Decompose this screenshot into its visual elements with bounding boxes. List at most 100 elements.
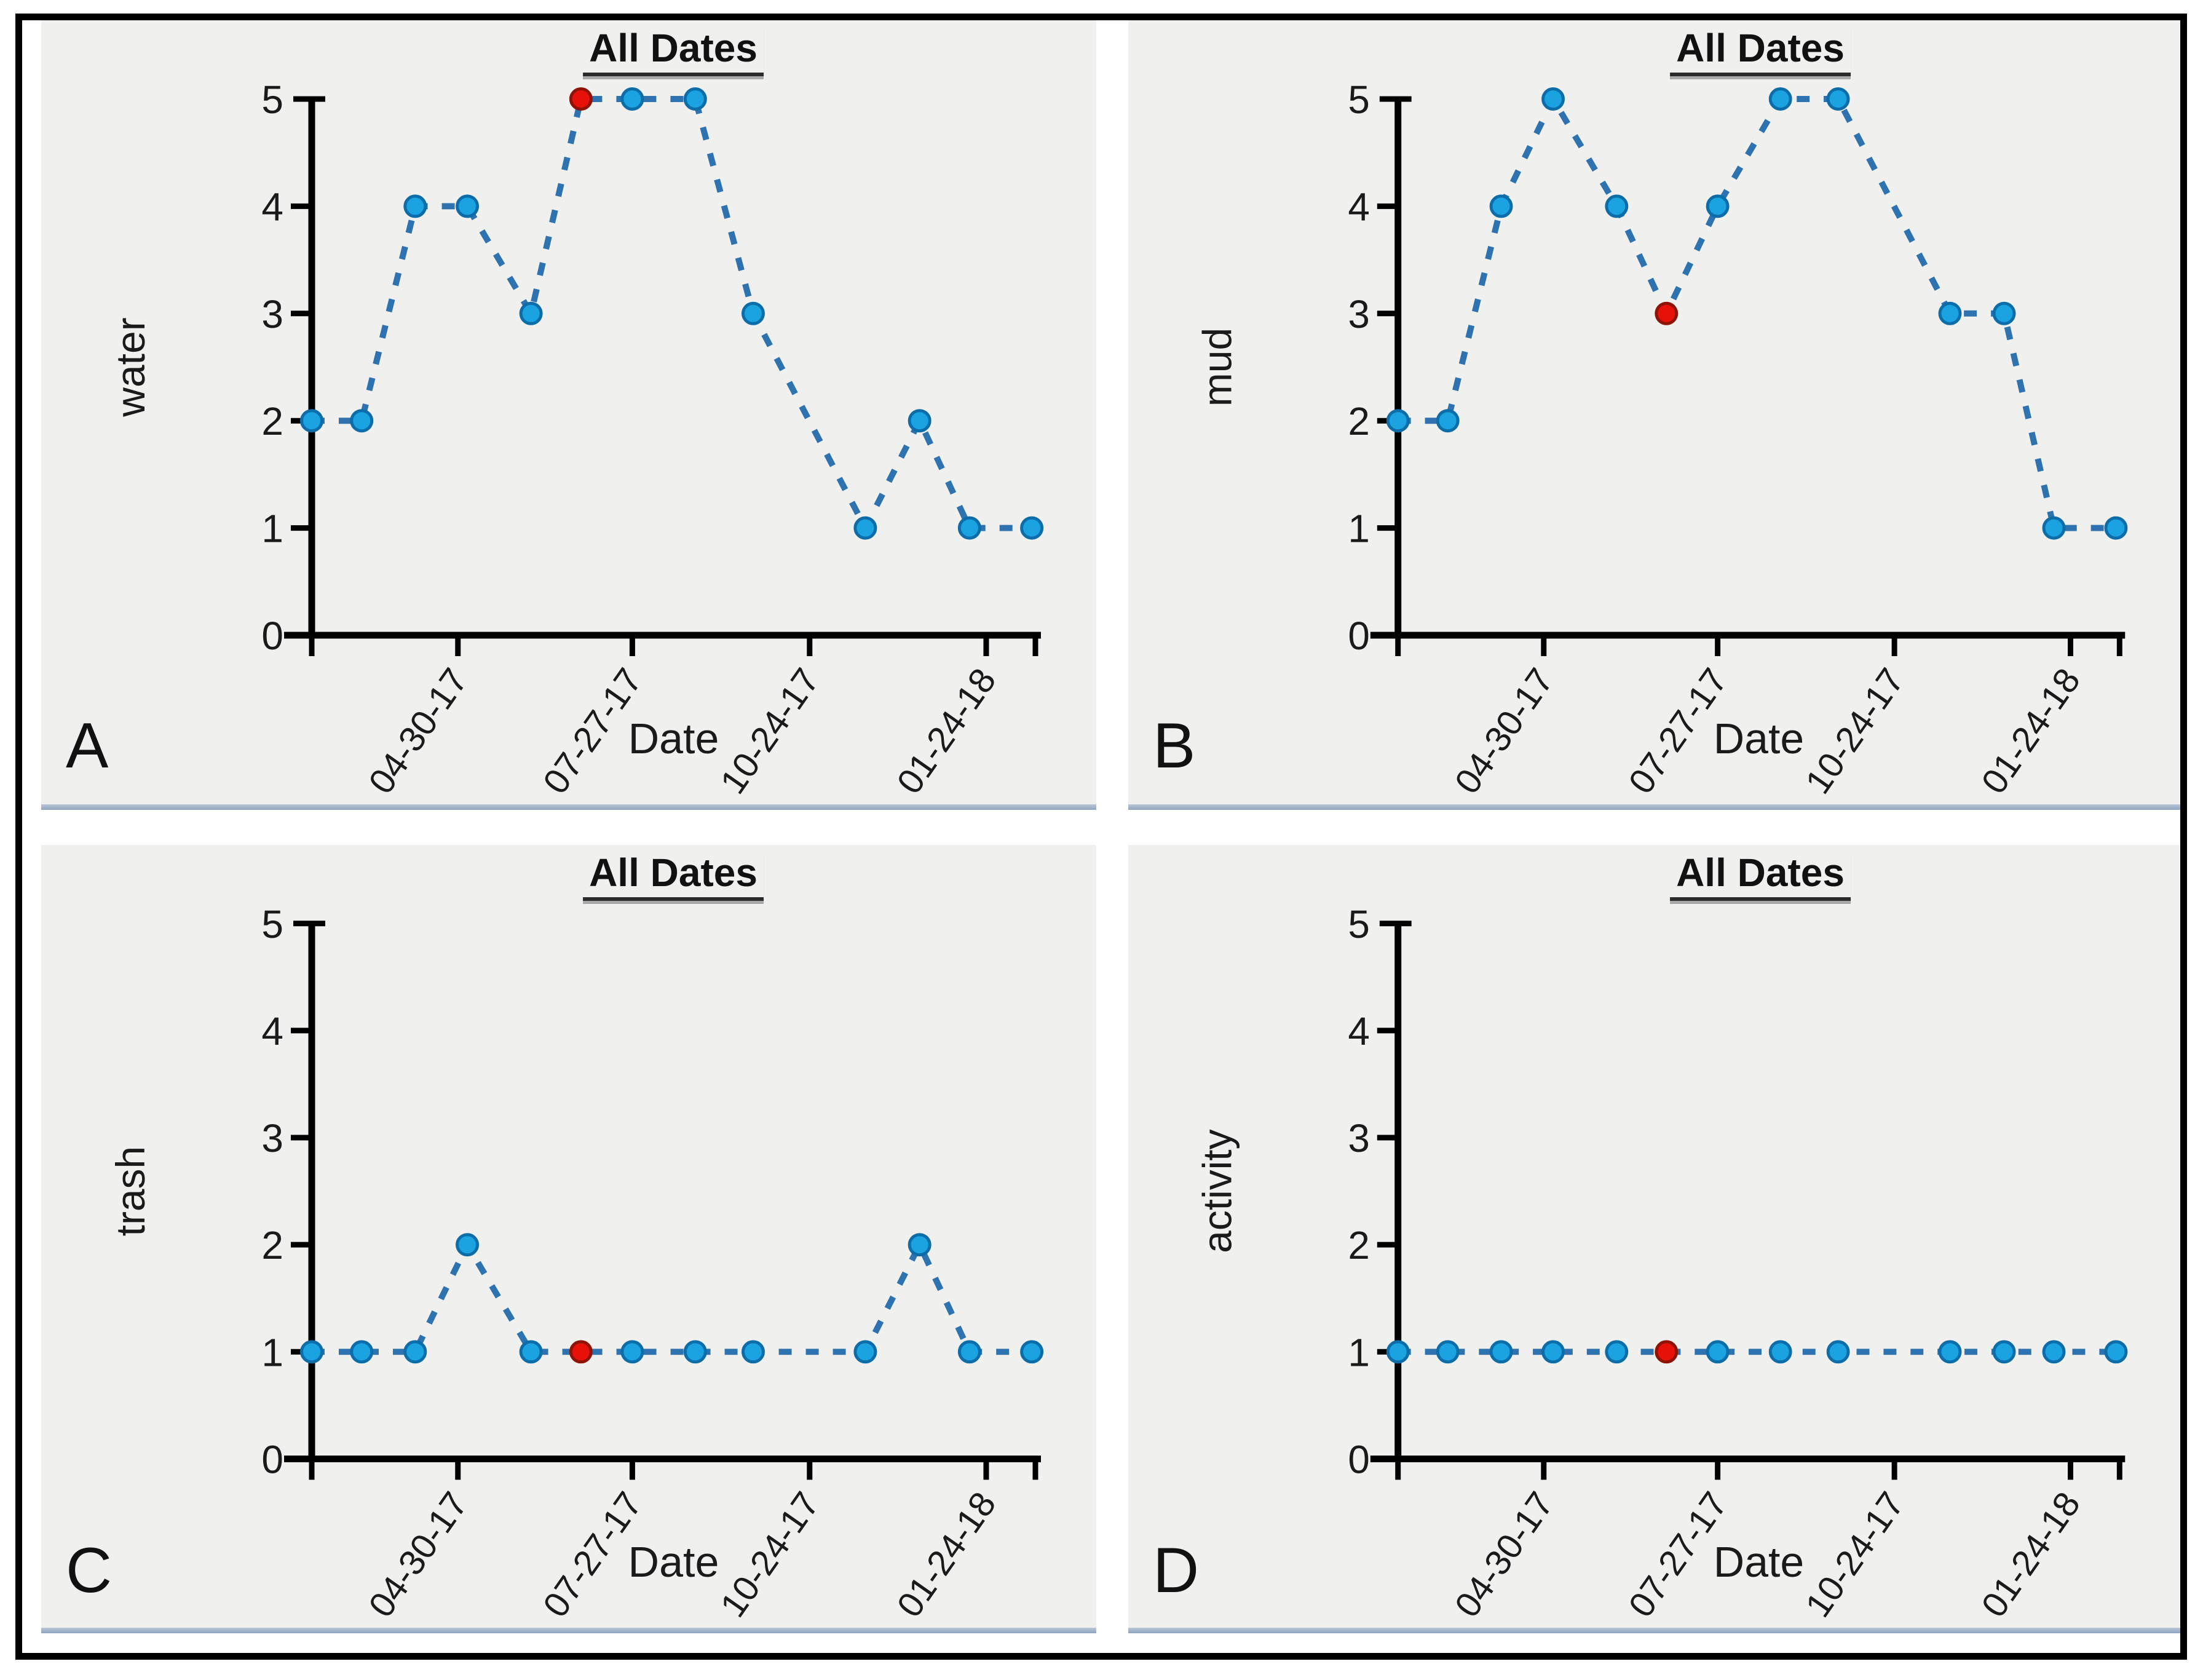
y-tick-label: 1 [261,1330,283,1374]
y-tick-label: 5 [1348,902,1369,946]
x-axis-label: Date [1714,1538,1804,1586]
data-point [741,1340,765,1364]
data-point [908,409,931,433]
y-tick-label: 1 [1348,1330,1369,1374]
data-point [519,1340,543,1364]
y-axis-label: water [108,317,153,417]
data-point [683,1340,707,1364]
data-point-highlight [1655,1340,1679,1364]
date-tick-label: 04-30-17 [361,661,475,801]
data-point [1706,1340,1730,1364]
data-point [1489,1340,1513,1364]
data-point [456,194,480,218]
y-tick-label: 4 [261,184,283,229]
y-tick-label: 3 [1348,292,1369,336]
panel-d: 0 1 2 3 4 5 04-30-17 07-27-17 10-24-17 01-24-18 Da… [1128,845,2180,1633]
data-line [312,96,1032,535]
data-point [403,1340,427,1364]
data-point [957,516,981,540]
data-point [741,301,765,325]
y-tick-label: 0 [1348,1437,1369,1481]
date-tick-label: 10-24-17 [1798,1485,1912,1625]
date-tick-label: 04-30-17 [362,1485,476,1625]
panel-bottom-bar [1128,1628,2180,1633]
chart-title: All Dates [1670,850,1851,901]
panel-letter: B [1153,710,1196,782]
date-tick-label: 10-24-17 [713,1485,828,1625]
y-tick-label: 0 [261,1437,283,1481]
data-point [1489,194,1513,218]
data-point [1768,1340,1792,1364]
y-tick-label: 0 [1348,614,1369,658]
date-tick-label: 01-24-18 [1974,662,2088,801]
y-tick-label: 2 [261,399,283,443]
y-tick-label: 1 [261,507,283,551]
y-tick-label: 5 [261,77,283,122]
date-tick-label: 01-24-18 [1974,1485,2088,1625]
y-tick-label: 3 [261,292,283,336]
data-point [1436,1340,1460,1364]
chart-title: All Dates [1670,25,1851,76]
y-tick-label: 2 [261,1223,283,1267]
data-point [1020,1340,1044,1364]
y-tick-label: 0 [261,614,283,658]
data-point [1706,194,1730,218]
data-point [2042,516,2066,540]
data-point [300,409,323,433]
data-line [312,1237,1032,1355]
chart-title: All Dates [583,25,764,76]
date-tick-label: 04-30-17 [1447,662,1561,801]
data-point [957,1340,981,1364]
data-point [350,1340,374,1364]
y-axis-label: trash [108,1146,153,1236]
data-point [1938,1340,1962,1364]
y-tick-label: 4 [1348,184,1369,229]
x-axis-label: Date [628,715,719,763]
y-tick-label: 4 [261,1009,283,1053]
y-tick-label: 1 [1348,507,1369,551]
data-point [620,1340,644,1364]
data-point [2104,1340,2128,1364]
data-point [350,409,374,433]
data-point [1768,87,1792,111]
panel-letter: C [66,1535,113,1606]
data-point [683,87,707,111]
data-point [1386,1340,1410,1364]
data-point [1605,1340,1629,1364]
data-point [1826,1340,1850,1364]
date-tick-label: 10-24-17 [1798,662,1912,801]
y-tick-label: 2 [1348,1223,1369,1267]
panel-letter: A [66,710,109,782]
data-point-highlight [1655,301,1679,325]
data-point [1386,409,1410,433]
panel-b: 0 1 2 3 4 5 04-30-17 07-27-17 10-24-17 01-24-18 Da… [1128,20,2180,810]
data-point [1992,1340,2016,1364]
data-point [908,1233,931,1257]
data-point [1938,301,1962,325]
data-point [403,194,427,218]
data-point [1020,516,1044,540]
date-tick-label: 01-24-18 [889,661,1003,801]
data-point [853,516,877,540]
x-axis-label: Date [628,1538,719,1586]
data-point [1541,1340,1565,1364]
date-tick-label: 04-30-17 [1447,1485,1561,1625]
date-tick-label: 10-24-17 [713,661,827,801]
date-tick-label: 01-24-18 [890,1485,1004,1625]
y-axis-label: activity [1195,1129,1240,1253]
data-point-highlight [569,1340,593,1364]
chart-title: All Dates [583,850,764,901]
y-tick-label: 3 [1348,1116,1369,1160]
panel-c: 0 1 2 3 4 5 04-30-17 07-27-17 10-24-17 01-24-18 Da… [41,845,1096,1633]
data-point [1992,301,2016,325]
data-point [519,301,543,325]
y-tick-label: 2 [1348,399,1369,443]
y-tick-label: 5 [261,902,283,946]
data-point [1436,409,1460,433]
data-point [1605,194,1629,218]
data-point [853,1340,877,1364]
